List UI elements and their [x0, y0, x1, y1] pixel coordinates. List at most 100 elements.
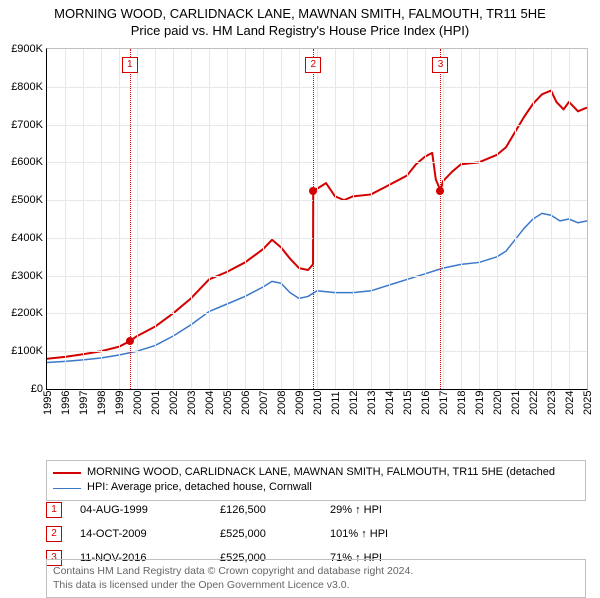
x-tick-label: 2009 — [294, 391, 306, 415]
footer-attribution: Contains HM Land Registry data © Crown c… — [46, 559, 586, 598]
legend-item: HPI: Average price, detached house, Corn… — [53, 480, 579, 495]
gridline-v — [407, 49, 408, 389]
x-tick-label: 2021 — [510, 391, 522, 415]
x-tick-label: 2022 — [528, 391, 540, 415]
y-tick-label: £500K — [11, 194, 43, 206]
gridline-v — [101, 49, 102, 389]
x-tick-label: 2005 — [222, 391, 234, 415]
x-tick-label: 2018 — [456, 391, 468, 415]
legend-item: MORNING WOOD, CARLIDNACK LANE, MAWNAN SM… — [53, 465, 579, 480]
gridline-v — [173, 49, 174, 389]
gridline-v — [191, 49, 192, 389]
x-tick-label: 1997 — [78, 391, 90, 415]
gridline-v — [371, 49, 372, 389]
x-tick-label: 2007 — [258, 391, 270, 415]
gridline-v — [209, 49, 210, 389]
gridline-v — [389, 49, 390, 389]
gridline-v — [569, 49, 570, 389]
y-tick-label: £900K — [11, 43, 43, 55]
gridline-v — [263, 49, 264, 389]
event-row-index: 2 — [46, 526, 62, 542]
event-delta: 29% ↑ HPI — [330, 504, 586, 516]
gridline-v — [317, 49, 318, 389]
x-tick-label: 2011 — [330, 391, 342, 415]
event-row: 1 04-AUG-1999£126,50029% ↑ HPI — [46, 498, 586, 522]
title-line-2: Price paid vs. HM Land Registry's House … — [0, 23, 600, 40]
x-tick-label: 2008 — [276, 391, 288, 415]
legend-label: HPI: Average price, detached house, Corn… — [87, 480, 312, 495]
legend-swatch — [53, 488, 81, 489]
y-tick-label: £700K — [11, 119, 43, 131]
gridline-v — [227, 49, 228, 389]
data-point-marker — [436, 187, 444, 195]
x-tick-label: 2019 — [474, 391, 486, 415]
event-row: 2 14-OCT-2009£525,000101% ↑ HPI — [46, 522, 586, 546]
event-price: £525,000 — [220, 528, 330, 540]
x-tick-label: 2023 — [546, 391, 558, 415]
gridline-v — [137, 49, 138, 389]
chart-title: MORNING WOOD, CARLIDNACK LANE, MAWNAN SM… — [0, 0, 600, 40]
gridline-v — [461, 49, 462, 389]
x-tick-label: 2020 — [492, 391, 504, 415]
x-tick-label: 2010 — [312, 391, 324, 415]
x-tick-label: 2013 — [366, 391, 378, 415]
x-tick-label: 2024 — [564, 391, 576, 415]
event-marker-box: 1 — [122, 57, 138, 73]
x-tick-label: 1999 — [114, 391, 126, 415]
gridline-v — [479, 49, 480, 389]
legend-label: MORNING WOOD, CARLIDNACK LANE, MAWNAN SM… — [87, 465, 555, 480]
gridline-v — [155, 49, 156, 389]
gridline-v — [245, 49, 246, 389]
x-tick-label: 2004 — [204, 391, 216, 415]
gridline-v — [515, 49, 516, 389]
event-date: 04-AUG-1999 — [80, 504, 220, 516]
gridline-v — [533, 49, 534, 389]
y-tick-label: £300K — [11, 270, 43, 282]
x-tick-label: 2000 — [132, 391, 144, 415]
plot-area: £0£100K£200K£300K£400K£500K£600K£700K£80… — [46, 48, 588, 390]
event-date: 14-OCT-2009 — [80, 528, 220, 540]
event-marker-box: 3 — [432, 57, 448, 73]
x-tick-label: 2017 — [438, 391, 450, 415]
gridline-v — [497, 49, 498, 389]
y-tick-label: £600K — [11, 156, 43, 168]
x-tick-label: 2002 — [168, 391, 180, 415]
event-delta: 101% ↑ HPI — [330, 528, 586, 540]
event-price: £126,500 — [220, 504, 330, 516]
chart-container: MORNING WOOD, CARLIDNACK LANE, MAWNAN SM… — [0, 0, 600, 590]
gridline-v — [551, 49, 552, 389]
title-line-1: MORNING WOOD, CARLIDNACK LANE, MAWNAN SM… — [0, 6, 600, 23]
x-tick-label: 2003 — [186, 391, 198, 415]
gridline-v — [65, 49, 66, 389]
gridline-v — [335, 49, 336, 389]
event-row-index: 1 — [46, 502, 62, 518]
x-tick-label: 2014 — [384, 391, 396, 415]
x-tick-label: 2015 — [402, 391, 414, 415]
gridline-v — [119, 49, 120, 389]
legend-swatch — [53, 472, 81, 474]
data-point-marker — [309, 187, 317, 195]
x-tick-label: 1998 — [96, 391, 108, 415]
event-marker-line — [440, 49, 441, 389]
data-point-marker — [126, 337, 134, 345]
event-marker-box: 2 — [305, 57, 321, 73]
gridline-v — [299, 49, 300, 389]
x-tick-label: 2025 — [582, 391, 594, 415]
chart-area: £0£100K£200K£300K£400K£500K£600K£700K£80… — [46, 48, 586, 422]
event-marker-line — [313, 49, 314, 389]
y-tick-label: £100K — [11, 345, 43, 357]
gridline-v — [443, 49, 444, 389]
y-tick-label: £200K — [11, 307, 43, 319]
x-tick-label: 2001 — [150, 391, 162, 415]
x-tick-label: 2006 — [240, 391, 252, 415]
legend: MORNING WOOD, CARLIDNACK LANE, MAWNAN SM… — [46, 460, 586, 501]
gridline-v — [353, 49, 354, 389]
y-tick-label: £400K — [11, 232, 43, 244]
x-tick-label: 2012 — [348, 391, 360, 415]
footer-line-2: This data is licensed under the Open Gov… — [53, 579, 579, 593]
gridline-v — [281, 49, 282, 389]
y-tick-label: £800K — [11, 81, 43, 93]
x-tick-label: 1996 — [60, 391, 72, 415]
gridline-v — [83, 49, 84, 389]
gridline-v — [425, 49, 426, 389]
